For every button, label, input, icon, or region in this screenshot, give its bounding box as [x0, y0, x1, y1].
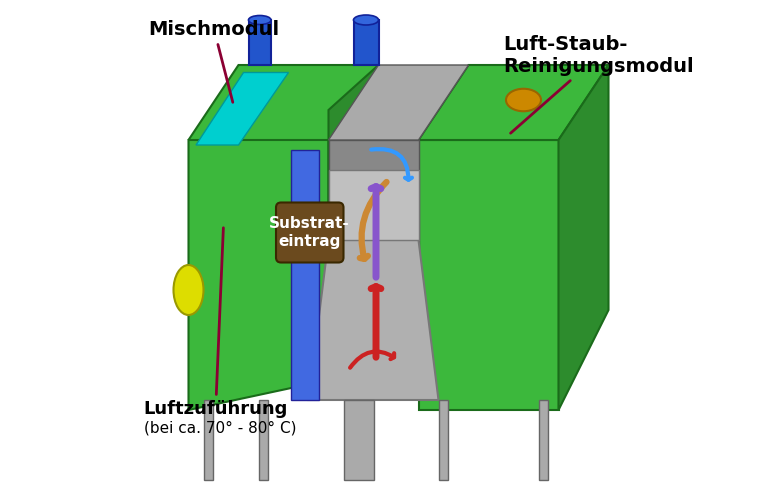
Bar — [291, 150, 319, 400]
Text: Luftzuführung: Luftzuführung — [144, 228, 287, 418]
Polygon shape — [329, 65, 469, 140]
Polygon shape — [329, 140, 419, 380]
Bar — [259, 400, 267, 480]
Bar — [354, 20, 378, 65]
Polygon shape — [419, 140, 559, 410]
Polygon shape — [196, 72, 288, 145]
Ellipse shape — [354, 15, 378, 25]
Bar — [438, 400, 448, 480]
Bar — [249, 20, 271, 65]
Text: (bei ca. 70° - 80° C): (bei ca. 70° - 80° C) — [144, 420, 296, 436]
Bar — [204, 400, 212, 480]
Polygon shape — [329, 65, 378, 380]
Bar — [343, 400, 374, 480]
Polygon shape — [308, 240, 438, 400]
Polygon shape — [189, 110, 329, 410]
Bar — [329, 170, 419, 240]
Ellipse shape — [173, 265, 204, 315]
FancyBboxPatch shape — [276, 202, 343, 262]
Ellipse shape — [249, 16, 271, 24]
Bar — [538, 400, 548, 480]
Text: Substrat-
eintrag: Substrat- eintrag — [270, 216, 350, 248]
Ellipse shape — [506, 89, 541, 112]
Polygon shape — [189, 65, 378, 140]
Text: Mischmodul: Mischmodul — [148, 20, 280, 102]
Text: Luft-Staub-
Reinigungsmodul: Luft-Staub- Reinigungsmodul — [503, 35, 694, 133]
Polygon shape — [559, 65, 608, 410]
Polygon shape — [419, 65, 608, 140]
